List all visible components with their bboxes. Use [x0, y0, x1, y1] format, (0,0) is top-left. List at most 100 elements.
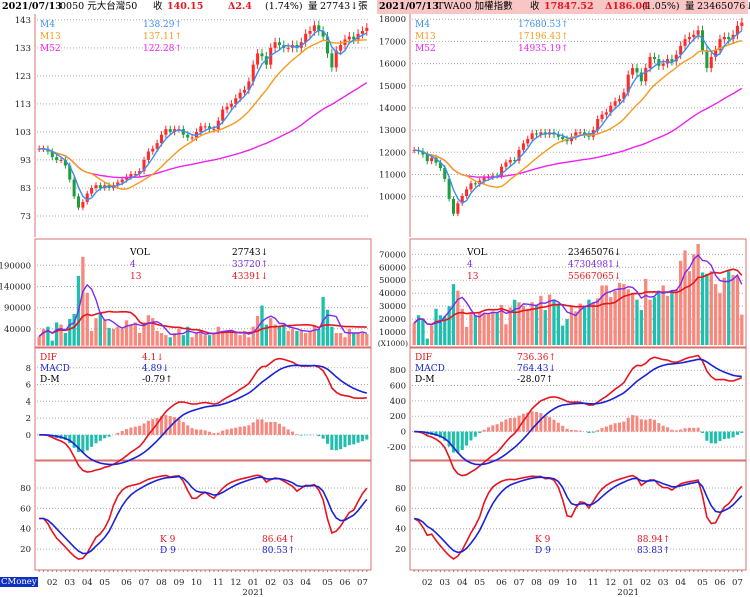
volume-bar [464, 326, 469, 346]
volume-bar [512, 299, 517, 346]
candle-body [617, 99, 622, 102]
candle-body [735, 25, 739, 35]
close-price: 140.15 [167, 1, 204, 12]
macd-histogram-bar [600, 427, 604, 432]
volume-bar [482, 312, 486, 346]
candle-body [451, 198, 456, 214]
x-tick-label: 04 [675, 578, 686, 588]
volume-bar [670, 290, 674, 346]
volume-bar [705, 273, 709, 346]
candle-body [504, 162, 508, 167]
candle-body [133, 173, 137, 175]
legend-m52: M52 [40, 44, 61, 54]
candle-body [421, 151, 425, 155]
macd-histogram-bar [90, 434, 94, 447]
volume-bar [469, 312, 473, 346]
price-tick-label: 11000 [379, 170, 406, 180]
x-tick-label: 02 [265, 578, 276, 588]
volume-bar [146, 315, 151, 346]
volume-bar [299, 330, 303, 346]
volume-bar [569, 306, 574, 346]
candle-body [447, 178, 451, 199]
macd-histogram-bar [343, 434, 347, 448]
macd-histogram-bar [103, 434, 107, 439]
volume-bar [50, 340, 54, 346]
macd-histogram-bar [212, 433, 216, 435]
macd-tick-label: 4 [26, 397, 31, 407]
kd-tick-label: 60 [20, 504, 31, 514]
price-tick-label: 14000 [379, 104, 406, 114]
candle-body [631, 68, 635, 75]
volume-bar [124, 320, 129, 346]
x-tick-label: 04 [82, 578, 93, 588]
candle-body [430, 157, 434, 162]
candle-body [186, 134, 190, 138]
volume-bar [539, 295, 543, 346]
candle-body [50, 151, 54, 158]
volume-bar [626, 289, 630, 346]
volume-bar [356, 333, 360, 346]
candle-body [330, 53, 334, 68]
candle-body [692, 34, 696, 37]
candle-body [705, 50, 709, 69]
x-tick-label: 07 [514, 578, 525, 588]
legend-d9-value: 83.83↑ [637, 546, 671, 556]
cmoney-logo: CMoney [0, 577, 38, 587]
volume-bar [155, 330, 159, 346]
candle-body [339, 45, 343, 51]
volume-bar [159, 333, 164, 346]
legend-vol-value: 27743↓ [232, 248, 269, 258]
vol4-line [413, 253, 743, 326]
candle-body [530, 133, 534, 139]
volume-bar [495, 312, 499, 346]
vol-tick-label: 190000 [0, 261, 31, 271]
legend-vol4: 4 [467, 260, 473, 270]
macd-histogram-bar [164, 415, 168, 435]
volume-bar [194, 333, 199, 346]
price-change-pct: (1.05%) [642, 1, 680, 12]
vol-panel-frame [34, 238, 372, 348]
volume-bar [434, 308, 438, 346]
macd-histogram-bar [565, 428, 569, 432]
price-tick-label: 123 [15, 72, 31, 82]
price-tick-label: 133 [15, 44, 31, 54]
macd-histogram-bar [513, 417, 517, 432]
macd-histogram-bar [443, 431, 447, 441]
volume-unit-label: (X1000) [378, 339, 408, 348]
candle-body [491, 175, 495, 178]
macd-histogram-bar [216, 432, 220, 435]
volume-bar [652, 297, 657, 346]
macd-histogram-bar [556, 422, 560, 432]
x-tick-label: 10 [566, 578, 577, 588]
candle-body [539, 132, 543, 135]
volume-bar [129, 324, 133, 346]
volume-bar [604, 285, 609, 346]
legend-m52: M52 [415, 44, 436, 54]
macd-histogram-bar [282, 426, 286, 435]
volume-bar [273, 324, 277, 346]
vol-tick-label: 90000 [4, 304, 31, 314]
x-tick-label: 05 [697, 578, 708, 588]
volume-bar [41, 328, 46, 346]
candle-body [94, 185, 98, 188]
macd-histogram-bar [352, 434, 356, 445]
volume-bar [556, 303, 561, 346]
d-line [414, 476, 743, 554]
macd-histogram-bar [356, 434, 360, 443]
candle-body [138, 171, 142, 174]
legend-m4: M4 [415, 20, 430, 30]
close-label: 收 [530, 1, 540, 12]
candle-body [260, 53, 264, 57]
legend-d9: D 9 [535, 546, 551, 556]
volume-bar [54, 322, 59, 346]
x-tick-label: 03 [439, 578, 450, 588]
volume-bar [530, 302, 534, 346]
x-tick-label: 02 [47, 578, 58, 588]
price-tick-label: 17000 [379, 37, 406, 47]
volume-bar [168, 337, 172, 346]
macd-histogram-bar [731, 431, 735, 438]
candle-body [37, 148, 41, 150]
x-tick-label: 06 [715, 578, 726, 588]
legend-m13-value: 17196.43↑ [518, 32, 569, 42]
price-change-pct: (1.74%) [265, 1, 303, 12]
